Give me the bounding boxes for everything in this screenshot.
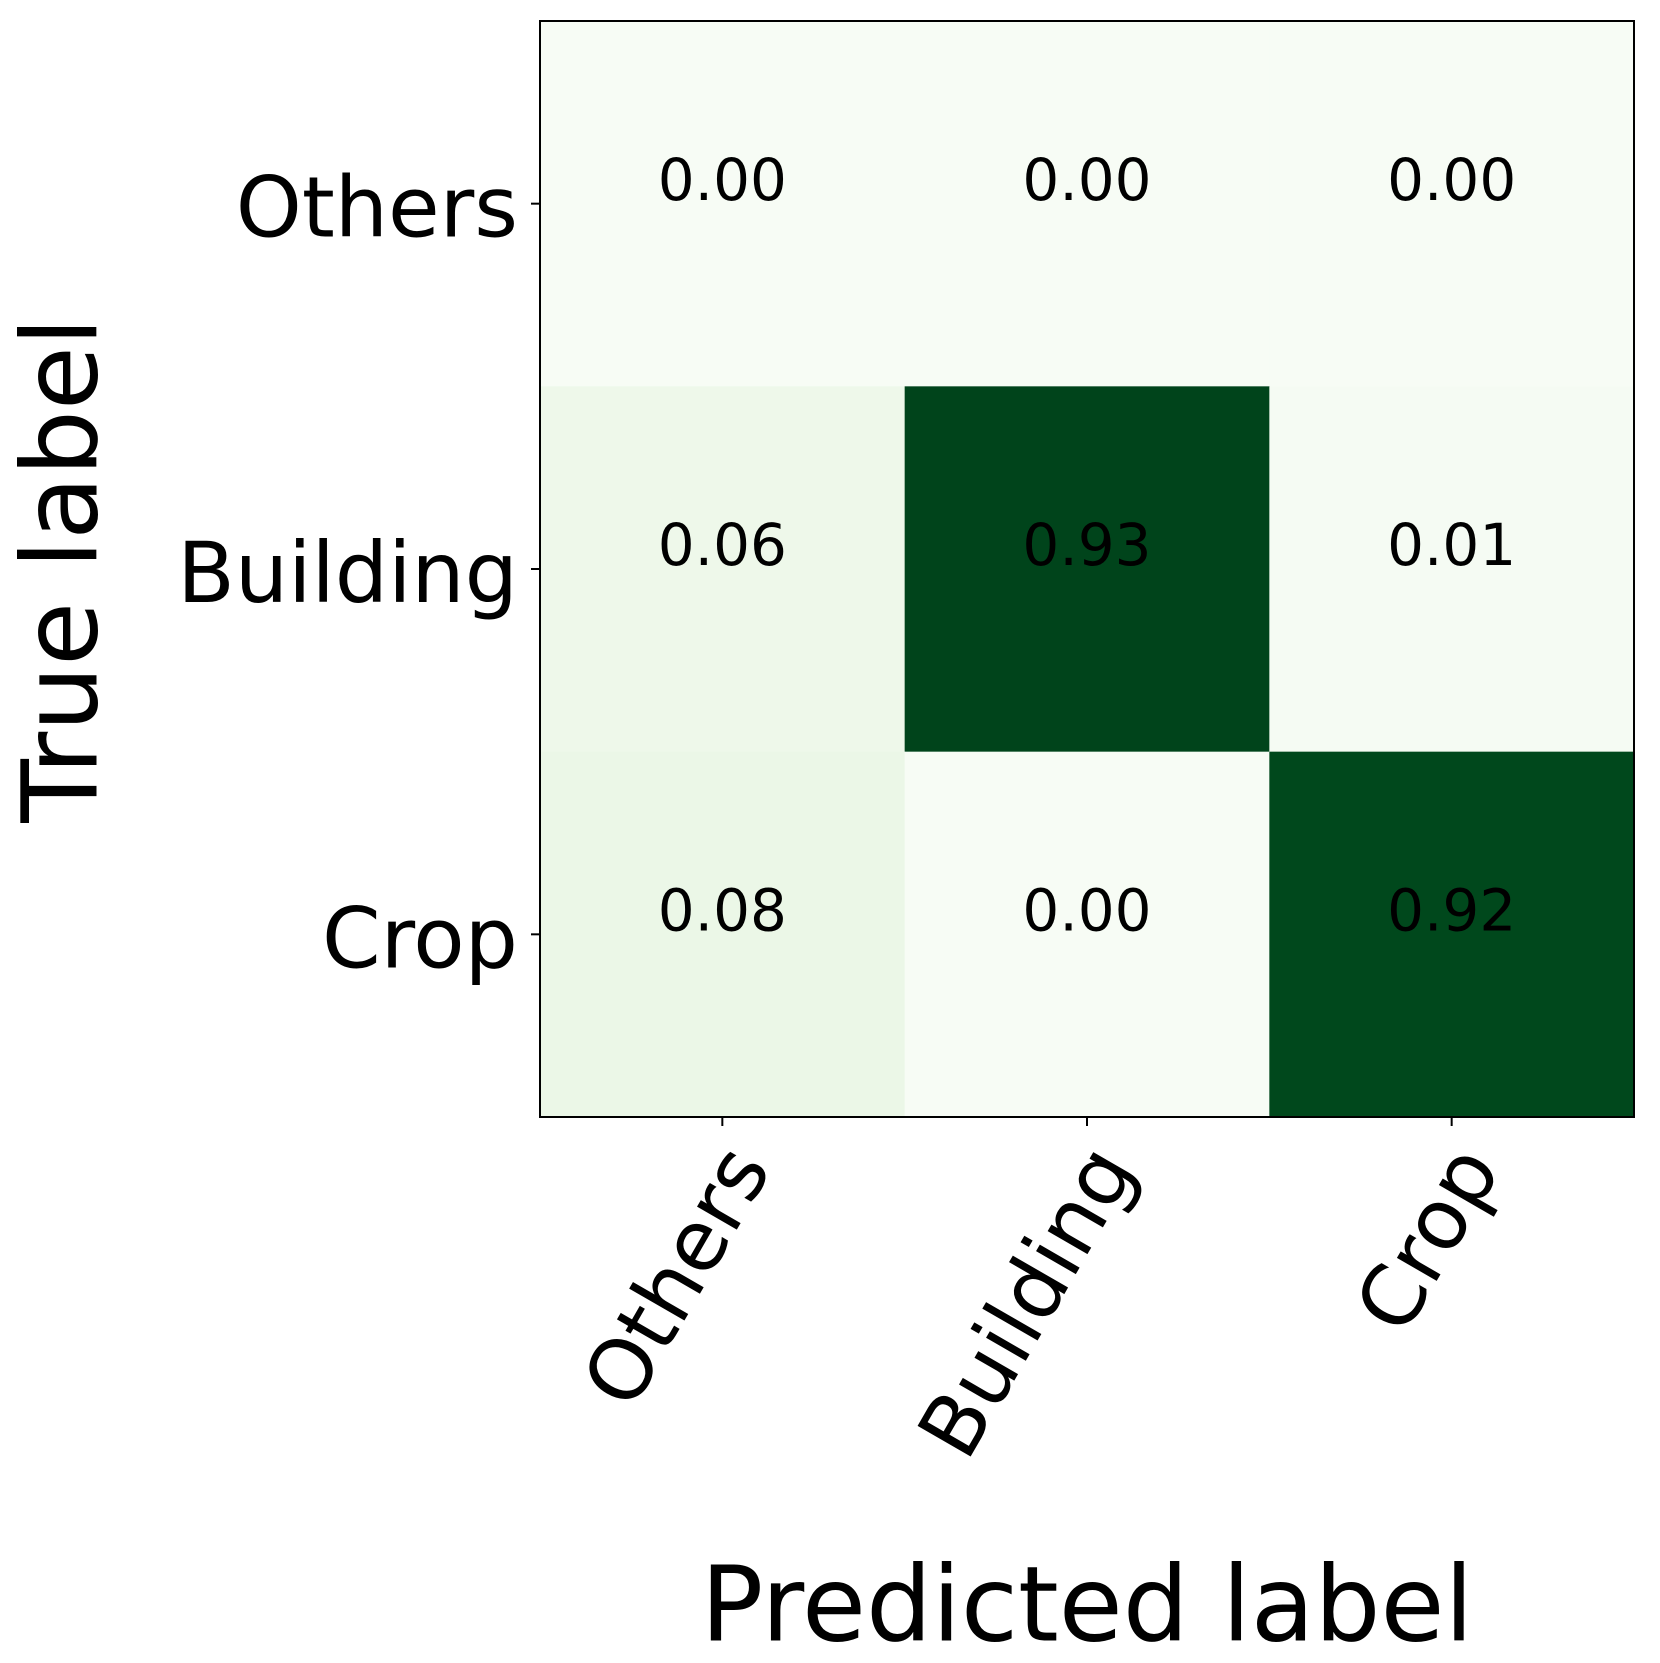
y-tick-label: Building	[177, 524, 518, 622]
cell-label: 0.01	[1387, 511, 1516, 579]
cell	[540, 21, 906, 387]
cell-label: 0.00	[1387, 146, 1516, 214]
cell	[904, 21, 1270, 387]
cell	[904, 751, 1270, 1118]
x-axis-label: Predicted label	[701, 1543, 1474, 1663]
x-tick-label: Others	[564, 1129, 790, 1422]
cell-label: 0.00	[1022, 876, 1151, 944]
y-tick-label: Crop	[322, 889, 518, 987]
cell	[1269, 21, 1635, 387]
cell	[540, 751, 906, 1118]
cell-label: 0.00	[1022, 146, 1151, 214]
cell	[904, 386, 1270, 753]
cell-label: 0.08	[658, 876, 787, 944]
cell-label: 0.06	[658, 511, 787, 579]
y-axis-label: True label	[0, 317, 121, 823]
cell-label: 0.93	[1022, 511, 1151, 579]
cell-label: 0.92	[1387, 876, 1516, 944]
x-tick-label: Crop	[1336, 1129, 1519, 1348]
cell-label: 0.00	[658, 146, 787, 214]
cell	[1269, 751, 1635, 1118]
cell	[540, 386, 906, 753]
x-tick-label: Building	[899, 1129, 1154, 1473]
y-tick-label: Others	[236, 159, 518, 257]
cell	[1269, 386, 1635, 753]
